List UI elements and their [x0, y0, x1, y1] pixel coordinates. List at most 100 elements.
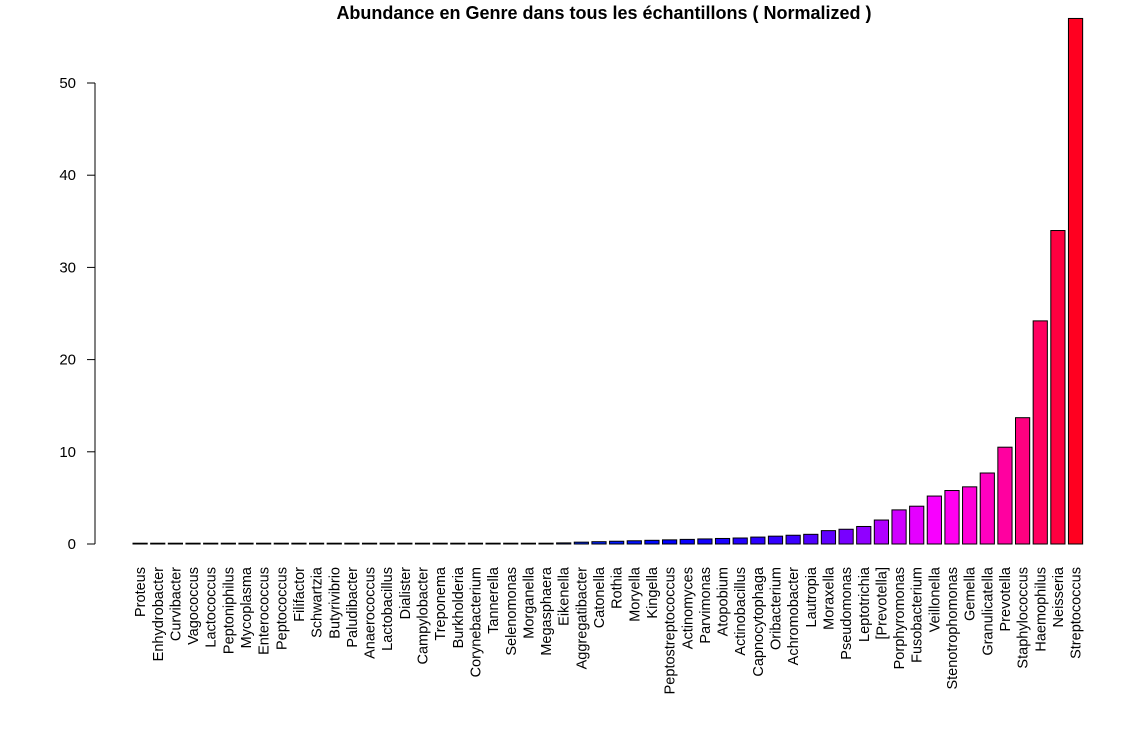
bar-parvimonas [697, 538, 713, 545]
bar-curvibacter [167, 542, 184, 545]
bar-rothia [609, 540, 625, 545]
x-tick-label: Mycoplasma [239, 566, 255, 648]
x-tick-label: Rothia [610, 566, 626, 609]
x-tick-label: Gemella [963, 566, 979, 621]
bar-megasphaera [538, 542, 554, 545]
bar-atopobium [714, 537, 731, 545]
x-tick-label: Prevotella [998, 566, 1014, 631]
x-tick-label: Vagococcus [186, 567, 202, 645]
x-tick-label: Lactobacillus [380, 567, 396, 651]
bar-schwartzia [309, 542, 325, 545]
bar-haemophilus [1032, 320, 1048, 545]
bar-porphyromonas [891, 509, 907, 545]
x-tick-label: Actinomyces [680, 567, 696, 649]
bar-capnocytophaga [750, 536, 766, 545]
x-tick-label: Veillonella [927, 566, 943, 632]
x-tick-label: Oribacterium [769, 567, 785, 650]
bar-selenomonas [503, 542, 519, 545]
x-tick-label: Eikenella [557, 566, 573, 626]
bar-burkholderia [450, 542, 466, 545]
bar-actinomyces [679, 538, 695, 545]
bar-peptoniphilus [220, 542, 236, 545]
bar-paludibacter [344, 542, 360, 545]
bar-vagococcus [185, 542, 201, 545]
x-tick-label: Aggregatibacter [574, 567, 590, 670]
x-tick-label: Parvimonas [698, 567, 714, 644]
x-tick-label: Corynebacterium [468, 567, 484, 677]
x-tick-label: Treponema [433, 566, 449, 641]
bar-peptostreptococcus [662, 539, 678, 545]
bar-lactobacillus [379, 542, 395, 545]
bar-lactococcus [203, 542, 219, 545]
x-tick-label: Fusobacterium [910, 567, 926, 663]
x-tick-label: Neisseria [1051, 566, 1067, 627]
y-tick-label: 10 [59, 444, 76, 461]
x-tick-label: Megasphaera [539, 566, 555, 656]
x-tick-label: Achromobacter [786, 567, 802, 665]
bar-tannerella [485, 542, 501, 545]
bar-corynebacterium [467, 542, 484, 545]
x-tick-label: Enhydrobacter [151, 567, 167, 661]
x-axis-labels: Proteus Enhydrobacter Curvibacter Vagococcu… [133, 566, 1084, 694]
bar-staphylococcus [1015, 417, 1031, 545]
bars-group [132, 17, 1084, 545]
y-axis: 0 10 20 30 40 50 [59, 75, 96, 553]
bar-catonella [591, 541, 607, 545]
x-tick-label: Kingella [645, 566, 661, 619]
x-tick-label: Porphyromonas [892, 567, 908, 669]
bar-moryella [626, 540, 642, 545]
x-tick-label: Capnocytophaga [751, 566, 767, 677]
x-tick-label: Moraxella [821, 566, 837, 630]
x-tick-label: [Prevotella] [874, 567, 890, 640]
bar-gemella [962, 486, 978, 545]
bar-campylobacter [414, 542, 431, 545]
x-tick-label: Burkholderia [451, 566, 467, 648]
bar-fusobacterium [909, 505, 925, 545]
bar-pseudomonas [838, 528, 854, 545]
x-tick-label: Enterococcus [257, 567, 273, 655]
bar-veillonella [926, 495, 942, 545]
bar-prevotella [997, 446, 1013, 545]
bar-prevotella [873, 519, 889, 545]
x-tick-label: Pseudomonas [839, 567, 855, 660]
bar-proteus [132, 542, 148, 545]
x-tick-label: Paludibacter [345, 567, 361, 648]
bar-peptococcus [273, 542, 289, 545]
x-tick-label: Granulicatella [980, 566, 996, 656]
bar-oribacterium [767, 535, 784, 545]
x-tick-label: Lautropia [804, 566, 820, 627]
bar-achromobacter [785, 534, 801, 545]
x-tick-label: Lactococcus [204, 567, 220, 648]
x-tick-label: Filifactor [292, 567, 308, 622]
x-tick-label: Peptoniphilus [221, 567, 237, 654]
x-tick-label: Actinobacillus [733, 567, 749, 656]
bar-eikenella [556, 542, 572, 545]
bar-stenotrophomonas [944, 490, 960, 545]
x-tick-label: Campylobacter [416, 567, 432, 665]
chart-title: Abundance en Genre dans tous les échanti… [336, 3, 871, 23]
bar-neisseria [1050, 230, 1066, 545]
x-tick-label: Proteus [133, 567, 149, 617]
x-tick-label: Stenotrophomonas [945, 567, 961, 690]
bar-butyrivibrio [326, 542, 342, 545]
y-tick-label: 50 [59, 75, 76, 92]
y-tick-label: 40 [59, 167, 76, 184]
y-tick-label: 30 [59, 259, 76, 276]
bar-anaerococcus [361, 542, 378, 545]
y-tick-label: 20 [59, 352, 76, 369]
x-tick-label: Staphylococcus [1016, 567, 1032, 669]
x-tick-label: Peptostreptococcus [663, 567, 679, 694]
x-tick-label: Peptococcus [274, 567, 290, 650]
x-tick-label: Butyrivibrio [327, 567, 343, 639]
bar-streptococcus [1067, 17, 1084, 545]
x-tick-label: Morganella [521, 566, 537, 639]
bar-actinobacillus [732, 537, 748, 545]
bar-enhydrobacter [150, 542, 166, 545]
x-tick-label: Dialister [398, 567, 414, 620]
bar-mycoplasma [238, 542, 254, 545]
bar-morganella [520, 542, 536, 545]
x-tick-label: Tannerella [486, 566, 502, 634]
bar-lautropia [803, 533, 819, 545]
bar-treponema [432, 542, 448, 545]
